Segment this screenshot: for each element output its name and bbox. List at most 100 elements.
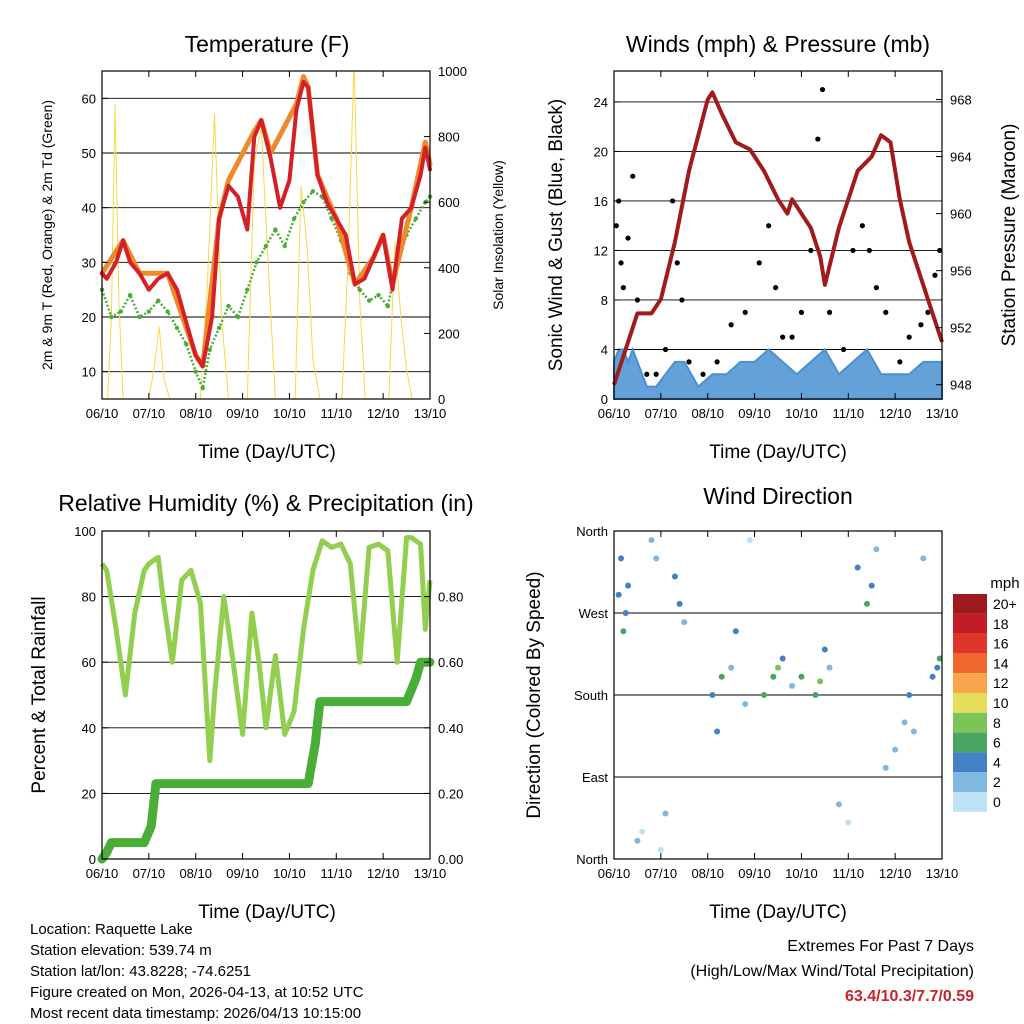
y-tick-label-right: 960: [950, 207, 972, 222]
wind-ticks: 0 4 8 12 16 20 24 948 952 956 960 964 968 06/10 07/10 0…: [594, 71, 972, 421]
y-tick-label-right: 0.20: [438, 786, 463, 801]
direction-point: [817, 678, 824, 685]
direction-x-label: Time (Day/UTC): [709, 902, 847, 923]
y-tick-label-left: West: [579, 606, 609, 621]
pressure-series: [612, 90, 944, 386]
x-tick-label: 13/10: [414, 406, 447, 421]
gust-point: [644, 371, 650, 377]
solar-insolation-series: [102, 71, 430, 399]
direction-point: [920, 555, 927, 562]
y-tick-label-left: 20: [82, 310, 96, 325]
x-tick-label: 11/10: [320, 406, 352, 421]
gust-point: [932, 272, 938, 278]
direction-point: [714, 728, 721, 735]
dewpoint-point: [165, 309, 170, 314]
x-tick-label: 13/10: [414, 866, 447, 881]
gust-point: [634, 297, 641, 303]
gust-point: [618, 260, 624, 266]
colorbar-swatch: [953, 712, 987, 733]
direction-gridlines: [614, 612, 942, 778]
humidity-line: [99, 535, 433, 764]
humidity-x-label: Time (Day/UTC): [198, 902, 336, 923]
direction-point: [845, 819, 852, 826]
dewpoint-point: [413, 216, 419, 221]
direction-point: [936, 655, 943, 662]
direction-title: Wind Direction: [703, 483, 853, 509]
gust-point: [780, 334, 786, 340]
direction-point: [653, 555, 660, 562]
y-tick-label-left: 8: [601, 293, 608, 308]
dewpoint-point: [291, 216, 297, 221]
y-tick-label-left: 24: [594, 95, 608, 110]
y-tick-label-right: 968: [950, 93, 972, 108]
dewpoint-point: [137, 314, 142, 320]
gust-point: [826, 309, 833, 315]
dewpoint-point: [357, 287, 362, 292]
direction-point: [648, 537, 655, 544]
temp-2m-series: [100, 79, 432, 369]
y-tick-label-left: 100: [74, 524, 96, 539]
y-tick-label-left: North: [576, 852, 608, 867]
direction-point: [835, 801, 842, 808]
gust-point: [620, 285, 626, 291]
wind-gridlines: [614, 101, 942, 350]
gust-point: [679, 297, 685, 303]
gust-point: [766, 223, 772, 229]
direction-point: [615, 591, 622, 598]
gust-point: [925, 309, 931, 315]
dewpoint-point: [207, 347, 212, 352]
y-tick-label-right: 0: [438, 392, 445, 407]
precipitation-series: [97, 657, 435, 864]
x-tick-label: 07/10: [133, 406, 166, 421]
recent-timestamp: Most recent data timestamp: 2026/04/13 1…: [30, 1005, 362, 1022]
x-tick-label: 07/10: [645, 866, 678, 881]
dewpoint-point: [146, 309, 152, 314]
direction-point: [671, 573, 678, 580]
direction-point: [760, 692, 767, 698]
humidity-ticks: 0 20 40 60 80 100 0.00 0.20 0.40 0.60 0.80 06/10 07/…: [74, 524, 463, 881]
temperature-plot-frame: [101, 70, 431, 400]
y-tick-label-left: 60: [82, 91, 96, 106]
colorbar-swatch: [953, 752, 987, 773]
x-tick-label: 06/10: [598, 866, 631, 881]
colorbar-label: 20+: [993, 596, 1017, 612]
dewpoint-point: [273, 227, 278, 232]
x-tick-label: 13/10: [926, 866, 959, 881]
gust-series: [613, 86, 943, 377]
dewpoint-point: [235, 314, 241, 320]
direction-point: [709, 692, 716, 698]
gust-point: [662, 346, 669, 353]
x-tick-label: 07/10: [645, 406, 678, 421]
x-tick-label: 07/10: [133, 866, 166, 881]
gust-point: [756, 260, 762, 266]
x-tick-label: 09/10: [738, 406, 771, 421]
direction-point: [775, 664, 781, 671]
colorbar-swatch: [953, 673, 987, 693]
x-tick-label: 11/10: [832, 406, 864, 421]
direction-point: [676, 600, 683, 607]
gust-point: [789, 334, 795, 340]
y-tick-label-right: 0.80: [438, 590, 463, 605]
temperature-gridlines: [102, 97, 430, 373]
temperature-y-label-right: Solar Insolation (Yellow): [490, 160, 506, 310]
precipitation-line: [97, 657, 435, 864]
temperature-panel: Temperature (F) 102030405060020040060080…: [39, 31, 506, 463]
direction-panel: Wind Direction NorthEastSouthWestNorth06…: [524, 483, 1020, 923]
gust-point: [819, 86, 826, 93]
y-tick-label-right: 1000: [438, 64, 467, 79]
direction-point: [662, 810, 669, 817]
direction-point: [826, 664, 833, 671]
direction-point: [779, 655, 786, 662]
direction-point: [622, 610, 629, 616]
gust-point: [798, 309, 805, 315]
gust-point: [850, 247, 856, 254]
colorbar-label: 0: [993, 794, 1001, 810]
gust-point: [873, 285, 880, 291]
direction-point: [634, 837, 641, 844]
y-tick-label-left: 20: [82, 786, 96, 801]
dewpoint-point: [118, 309, 123, 314]
dewpoint-point: [184, 342, 189, 347]
extremes-values: 63.4/10.3/7.7/0.59: [845, 988, 974, 1005]
dewpoint-point: [193, 369, 198, 374]
